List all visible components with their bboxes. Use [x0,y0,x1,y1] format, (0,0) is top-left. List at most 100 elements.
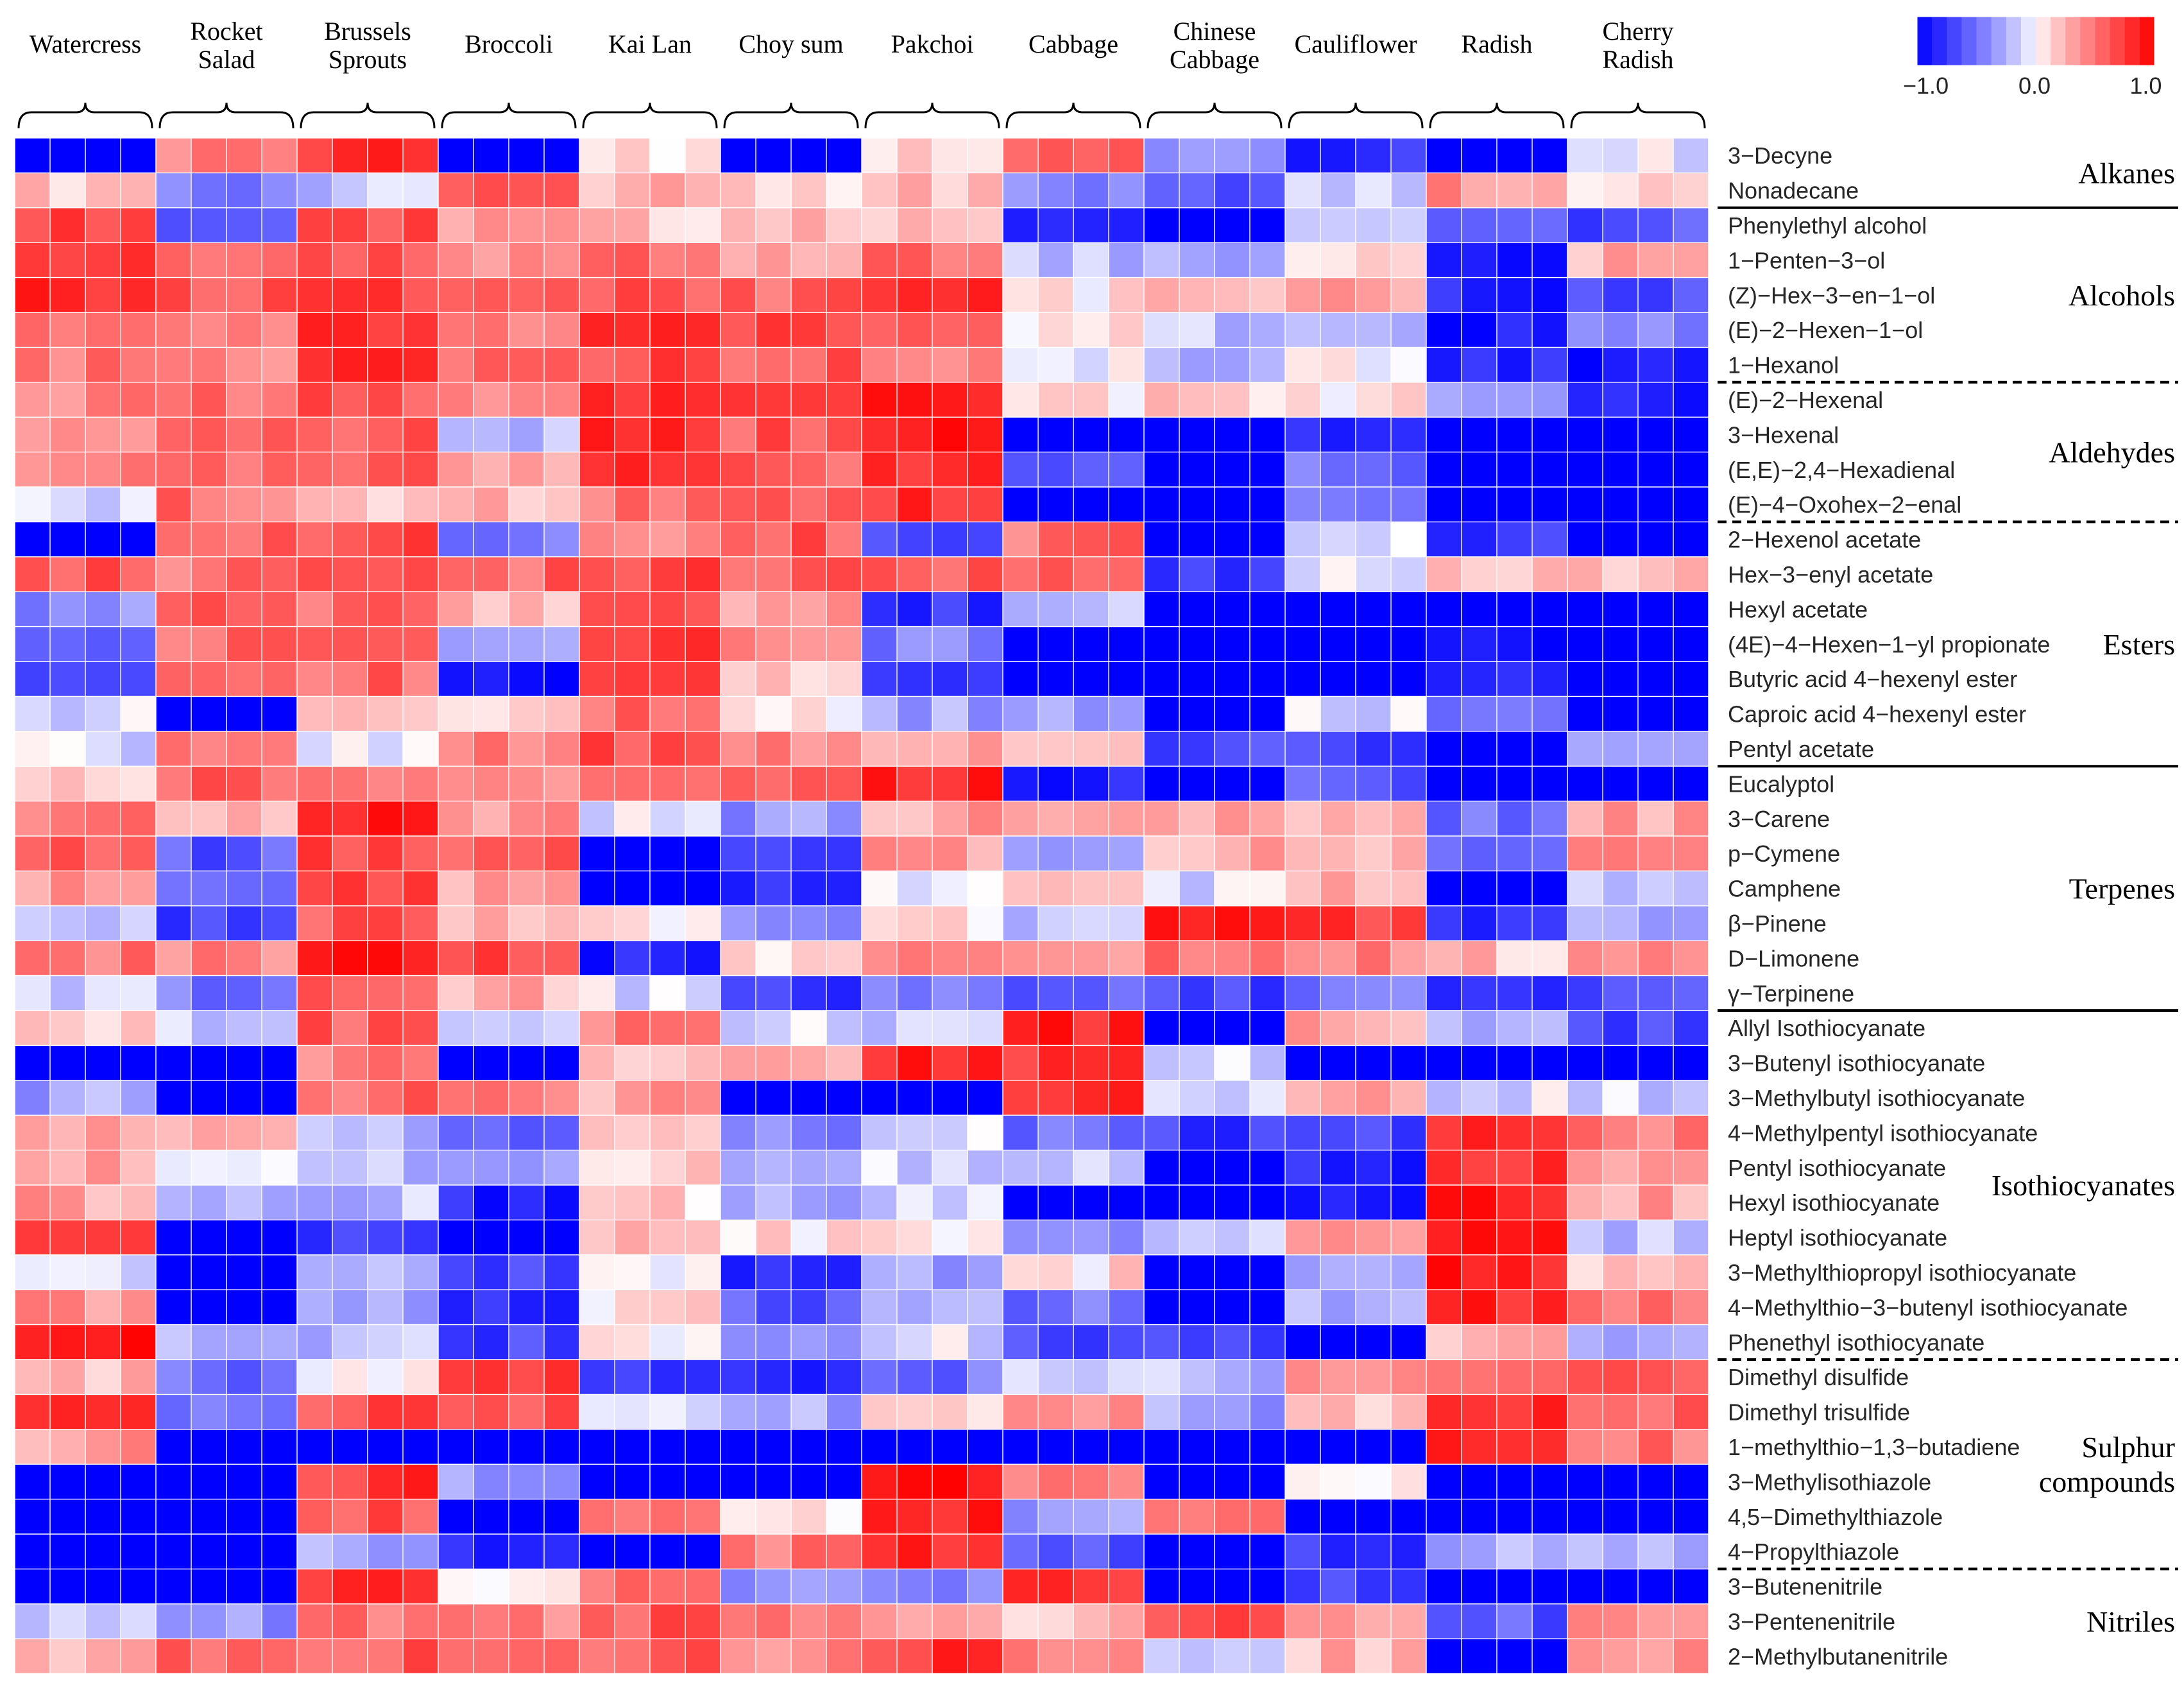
heatmap-cell [438,1429,474,1465]
heatmap-cell [862,731,898,767]
heatmap-cell [721,207,756,243]
heatmap-cell [1003,905,1039,941]
heatmap-cell [1638,243,1674,278]
heatmap-cell [226,1360,262,1395]
heatmap-cell [1320,382,1356,418]
heatmap-cell [1532,522,1568,558]
heatmap-cell [1638,1534,1674,1569]
heatmap-cell [473,1290,509,1325]
heatmap-cell [262,173,298,209]
heatmap-cell [1250,941,1286,976]
heatmap-cell [1497,1045,1533,1081]
heatmap-cell [721,522,756,558]
heatmap-cell [85,1290,121,1325]
heatmap-cell [1356,382,1392,418]
heatmap-cell [85,1639,121,1674]
heatmap-cell [121,1045,157,1081]
heatmap-cell [1144,1080,1180,1116]
heatmap-cell [579,556,615,592]
heatmap-cell [438,1011,474,1046]
heatmap-cell [1356,1464,1392,1499]
heatmap-cell [1638,592,1674,627]
heatmap-cell [1603,452,1639,488]
heatmap-cell [968,1150,1003,1186]
heatmap-cell [1285,905,1321,941]
heatmap-cell [226,312,262,348]
heatmap-cell [15,382,51,418]
heatmap-cell [1179,522,1215,558]
heatmap-cell [1179,905,1215,941]
heatmap-cell [1532,661,1568,697]
heatmap-cell [1285,1429,1321,1465]
heatmap-cell [1497,138,1533,173]
heatmap-cell [1462,1360,1497,1395]
heatmap-cell [615,836,651,871]
heatmap-cell [1320,1150,1356,1186]
heatmap-cell [1603,1080,1639,1116]
heatmap-cell [1179,207,1215,243]
heatmap-cell [1179,1534,1215,1569]
heatmap-cell [1215,661,1250,697]
heatmap-cell [579,626,615,662]
heatmap-cell [968,905,1003,941]
heatmap-cell [579,452,615,488]
heatmap-cell [121,696,157,732]
heatmap-cell [1567,801,1603,837]
heatmap-cell [262,1639,298,1674]
heatmap-cell [1497,1011,1533,1046]
heatmap-cell [615,1150,651,1186]
compound-label: 4,5−Dimethylthiazole [1728,1504,1943,1530]
heatmap-cell [1109,1569,1145,1605]
heatmap-cell [650,1499,686,1535]
heatmap-cell [15,1115,51,1150]
heatmap-cell [509,1150,545,1186]
heatmap-cell [156,173,192,209]
heatmap-cell [85,1220,121,1256]
heatmap-cell [226,836,262,871]
heatmap-cell [509,1534,545,1569]
heatmap-cell [121,1185,157,1220]
heatmap-cell [1179,1464,1215,1499]
heatmap-cell [1673,696,1709,732]
heatmap-cell [121,801,157,837]
heatmap-cell [1250,452,1286,488]
heatmap-cell [1320,1394,1356,1430]
heatmap-cell [509,452,545,488]
heatmap-cell [897,941,933,976]
heatmap-cell [897,207,933,243]
heatmap-cell [650,1603,686,1639]
heatmap-cell [1567,243,1603,278]
heatmap-cell [15,1324,51,1360]
heatmap-cell [897,243,933,278]
heatmap-cell [1073,1639,1109,1674]
heatmap-cell [968,836,1003,871]
heatmap-cell [897,626,933,662]
heatmap-cell [897,452,933,488]
heatmap-cell [1250,207,1286,243]
heatmap-cell [1250,522,1286,558]
heatmap-cell [1109,661,1145,697]
heatmap-cell [473,173,509,209]
heatmap-cell [791,1080,827,1116]
heatmap-cell [50,452,86,488]
heatmap-cell [685,801,721,837]
heatmap-cell [50,1569,86,1605]
heatmap-cell [1250,1360,1286,1395]
heatmap-cell [932,417,968,452]
heatmap-cell [85,243,121,278]
heatmap-cell [826,1324,862,1360]
heatmap-cell [650,592,686,627]
heatmap-cell [579,138,615,173]
heatmap-cell [1144,417,1180,452]
heatmap-cell [1320,661,1356,697]
heatmap-cell [438,1464,474,1499]
heatmap-cell [932,1080,968,1116]
heatmap-cell [615,1011,651,1046]
heatmap-cell [1179,661,1215,697]
heatmap-cell [544,941,580,976]
heatmap-cell [1179,871,1215,907]
heatmap-cell [332,766,368,801]
heatmap-cell [1144,347,1180,383]
heatmap-cell [1462,1603,1497,1639]
heatmap-cell [1320,1324,1356,1360]
